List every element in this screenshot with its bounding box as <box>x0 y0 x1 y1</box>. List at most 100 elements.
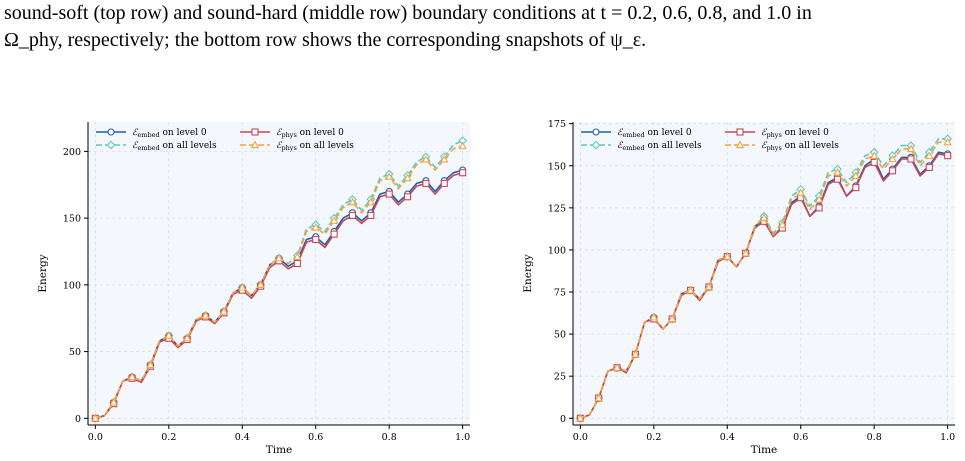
data-point <box>440 179 448 187</box>
y-tick-label: 125 <box>548 203 566 214</box>
caption-line-2: Ω_phy, respectively; the bottom row show… <box>4 29 647 51</box>
data-point <box>164 330 173 339</box>
data-point <box>440 154 449 163</box>
legend-label: ℰembed on all levels <box>132 141 217 152</box>
legend-marker <box>735 140 745 149</box>
data-point <box>668 314 677 323</box>
legend-label: ℰphys on level 0 <box>276 128 344 139</box>
figure-caption: sound-soft (top row) and sound-hard (mid… <box>4 0 962 54</box>
plot-area <box>573 122 955 425</box>
data-point <box>146 360 155 369</box>
y-tick-label: 50 <box>69 347 81 358</box>
data-point <box>330 230 338 238</box>
energy-chart-sound-soft: 0.0 0.2 0.4 0.6 0.8 1.0 0 50 100 150 200 Time Energy… <box>37 122 470 456</box>
y-tick-label: 150 <box>548 161 566 172</box>
x-tick-label: 0.0 <box>573 432 588 443</box>
data-point <box>274 253 284 262</box>
x-tick-label: 0.2 <box>646 432 661 443</box>
x-axis-label: Time <box>751 444 778 456</box>
data-point <box>348 197 357 206</box>
legend-label: ℰphys on all levels <box>761 141 839 152</box>
legend-label: ℰphys on level 0 <box>761 128 829 139</box>
data-point <box>109 397 118 406</box>
y-tick-label: 100 <box>548 245 566 256</box>
series-line <box>580 141 948 420</box>
caption-line-1: sound-soft (top row) and sound-hard (mid… <box>4 2 812 24</box>
data-point <box>219 306 229 315</box>
data-point <box>852 184 860 192</box>
data-point <box>594 393 603 402</box>
data-point <box>943 137 952 146</box>
y-tick-label: 50 <box>554 330 566 341</box>
data-point <box>889 167 897 175</box>
legend-label: ℰembed on all levels <box>617 141 702 152</box>
y-tick-label: 0 <box>75 414 81 425</box>
data-point <box>925 163 933 172</box>
x-tick-label: 0.8 <box>382 432 397 443</box>
data-point <box>312 235 320 244</box>
y-tick-label: 0 <box>560 414 566 425</box>
legend-label: ℰphys on all levels <box>276 141 354 152</box>
data-point <box>348 211 357 219</box>
y-tick-label: 75 <box>554 288 566 299</box>
legend-label: ℰembed on level 0 <box>132 128 207 139</box>
legend-marker <box>250 140 260 149</box>
data-point <box>459 169 467 177</box>
data-point <box>796 188 805 196</box>
series-phys-all <box>91 141 467 422</box>
x-tick-label: 0.4 <box>235 432 250 443</box>
series-phys-all <box>576 137 952 422</box>
data-point <box>201 310 210 319</box>
legend-marker <box>736 128 744 136</box>
legend-marker <box>106 140 116 150</box>
data-point <box>293 259 301 268</box>
data-point <box>814 194 824 203</box>
data-point <box>907 155 915 163</box>
data-point <box>870 151 879 159</box>
y-axis-label: Energy <box>37 254 49 292</box>
legend-marker <box>591 140 601 150</box>
data-point <box>367 211 375 219</box>
data-point <box>91 413 100 422</box>
x-tick-label: 0.8 <box>867 432 882 443</box>
data-point <box>833 175 842 183</box>
x-tick-label: 0.4 <box>720 432 735 443</box>
grid <box>573 122 955 425</box>
x-axis-label: Time <box>266 444 293 456</box>
data-point <box>238 282 247 291</box>
y-tick-label: 100 <box>63 280 81 291</box>
data-point <box>815 204 823 212</box>
data-point <box>686 285 695 294</box>
data-point <box>256 280 265 288</box>
grid <box>88 122 470 425</box>
data-point <box>759 213 769 222</box>
data-point <box>293 252 302 260</box>
x-tick-label: 0.6 <box>793 432 808 443</box>
data-point <box>458 141 467 150</box>
data-point <box>833 167 842 176</box>
data-point <box>906 144 916 153</box>
data-point <box>311 222 320 231</box>
data-point <box>925 151 934 159</box>
legend-marker <box>592 128 600 136</box>
data-point <box>183 333 192 342</box>
x-tick-label: 0.2 <box>161 432 176 443</box>
data-point <box>385 172 394 180</box>
legend: ℰembed on level 0 ℰembed on all levels ℰph… <box>581 128 839 152</box>
y-tick-label: 150 <box>63 214 81 225</box>
data-point <box>649 312 658 321</box>
data-point <box>870 158 878 166</box>
data-point <box>127 372 137 381</box>
data-point <box>403 173 412 182</box>
data-point <box>404 193 412 201</box>
legend: ℰembed on level 0 ℰembed on all levels ℰph… <box>96 128 354 152</box>
y-tick-label: 25 <box>554 372 566 383</box>
x-tick-label: 0.6 <box>308 432 323 443</box>
data-point <box>612 363 622 371</box>
data-point <box>422 179 430 187</box>
x-tick-label: 1.0 <box>455 432 470 443</box>
data-point <box>704 282 714 291</box>
data-point <box>631 349 640 358</box>
y-tick-label: 175 <box>548 119 566 130</box>
data-point <box>576 413 585 422</box>
